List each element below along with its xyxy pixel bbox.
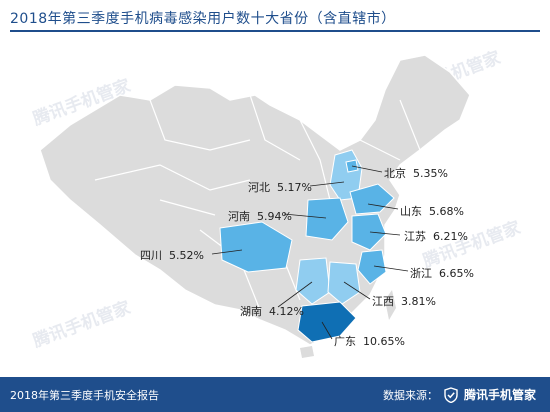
province-label-jiangxi: 江西 3.81% xyxy=(372,293,436,309)
province-borders xyxy=(94,94,421,311)
title-rule xyxy=(10,30,540,32)
province-label-beijing: 北京 5.35% xyxy=(384,165,448,181)
province-guangdong xyxy=(297,301,357,343)
province-label-zhejiang: 浙江 6.65% xyxy=(410,265,474,281)
province-label-jiangsu: 江苏 6.21% xyxy=(404,228,468,244)
province-sichuan xyxy=(219,221,293,273)
province-name: 江苏 xyxy=(404,230,426,243)
source-label: 数据来源： xyxy=(382,388,438,402)
province-name: 河北 xyxy=(248,181,270,194)
province-hunan xyxy=(295,257,331,305)
data-source: 数据来源： 腾讯手机管家 xyxy=(383,386,536,403)
province-label-hunan: 湖南 4.12% xyxy=(240,303,304,319)
province-value: 4.12% xyxy=(269,305,304,318)
province-name: 四川 xyxy=(140,249,162,262)
province-name: 广东 xyxy=(334,335,356,348)
province-value: 5.17% xyxy=(277,181,312,194)
province-label-sichuan: 四川 5.52% xyxy=(140,247,204,263)
province-label-hebei: 河北 5.17% xyxy=(248,179,312,195)
province-name: 浙江 xyxy=(410,267,432,280)
province-value: 5.94% xyxy=(257,210,292,223)
province-name: 山东 xyxy=(400,205,422,218)
province-jiangxi xyxy=(327,261,361,305)
taiwan-shape xyxy=(385,290,396,320)
province-label-henan: 河南 5.94% xyxy=(228,208,292,224)
province-jiangsu xyxy=(351,213,387,251)
province-name: 湖南 xyxy=(240,305,262,318)
leader-lines xyxy=(211,165,409,340)
province-henan xyxy=(305,197,349,241)
province-label-shandong: 山东 5.68% xyxy=(400,203,464,219)
shield-check-icon xyxy=(444,386,458,403)
province-name: 河南 xyxy=(228,210,250,223)
province-zhejiang xyxy=(357,249,387,285)
province-value: 5.52% xyxy=(169,249,204,262)
province-value: 3.81% xyxy=(401,295,436,308)
footer-bar: 2018年第三季度手机安全报告 数据来源： 腾讯手机管家 xyxy=(0,377,550,412)
province-label-guangdong: 广东 10.65% xyxy=(334,333,405,349)
brand-name: 腾讯手机管家 xyxy=(463,388,536,402)
province-value: 5.68% xyxy=(429,205,464,218)
province-name: 江西 xyxy=(372,295,394,308)
china-map xyxy=(39,54,471,358)
province-value: 10.65% xyxy=(363,335,405,348)
province-value: 6.65% xyxy=(439,267,474,280)
province-name: 北京 xyxy=(384,167,406,180)
page-title: 2018年第三季度手机病毒感染用户数十大省份（含直辖市） xyxy=(10,11,396,27)
hainan-shape xyxy=(300,346,314,358)
report-name: 2018年第三季度手机安全报告 xyxy=(10,389,159,402)
province-value: 6.21% xyxy=(433,230,468,243)
province-value: 5.35% xyxy=(413,167,448,180)
